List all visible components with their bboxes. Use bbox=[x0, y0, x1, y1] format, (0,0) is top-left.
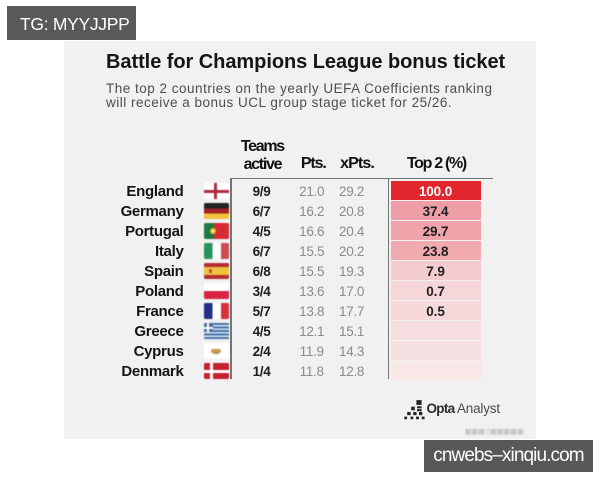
svg-text:Analyst: Analyst bbox=[457, 401, 500, 416]
svg-text:Opta: Opta bbox=[427, 401, 456, 416]
